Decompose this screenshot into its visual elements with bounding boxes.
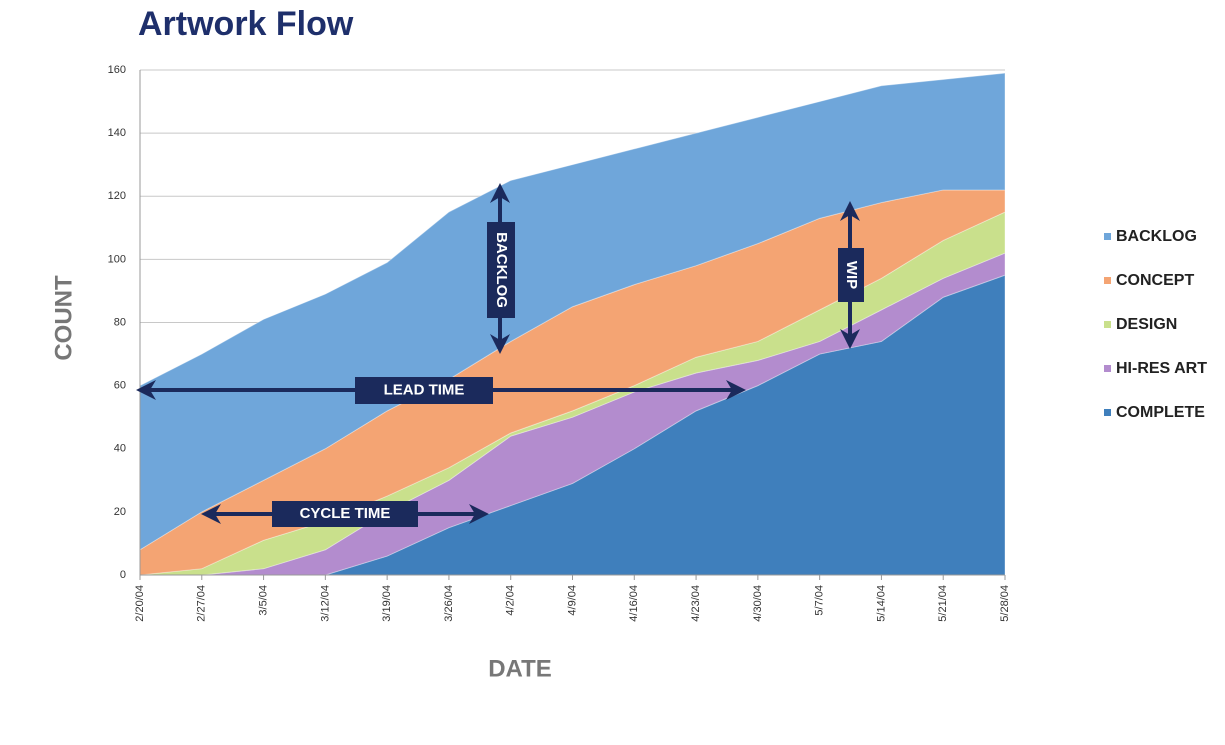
x-tick-label: 3/26/04 [443,585,455,622]
x-tick-label: 2/20/04 [134,585,146,622]
x-tick-label: 4/2/04 [505,585,517,616]
y-tick-label: 140 [108,127,126,139]
x-tick-label: 5/28/04 [999,585,1011,622]
annotation-box [355,377,493,404]
y-tick-label: 160 [108,64,126,76]
legend-label: DESIGN [1116,316,1177,333]
legend-swatch [1104,233,1111,240]
area [140,252,1006,576]
y-tick-label: 100 [108,253,126,265]
y-tick-label: 20 [114,506,126,518]
x-tick-label: 2/27/04 [196,585,208,622]
y-tick-label: 80 [114,316,126,328]
x-tick-label: 5/14/04 [875,585,887,622]
x-tick-label: 4/16/04 [628,585,640,622]
x-tick-label: 4/23/04 [690,585,702,622]
x-tick-label: 5/7/04 [814,585,826,616]
annotation-box [838,248,864,302]
x-tick-label: 3/19/04 [381,585,393,622]
y-tick-label: 40 [114,443,126,455]
area [139,211,1006,576]
legend-swatch [1104,277,1111,284]
annotation-box [272,501,418,527]
legend-swatch [1104,409,1111,416]
chart-title: Artwork Flow [138,5,354,43]
legend-swatch [1104,365,1111,372]
y-axis-label: COUNT [50,275,77,361]
x-tick-label: 5/21/04 [937,585,949,622]
legend-label: CONCEPT [1116,272,1194,289]
x-tick-label: 4/30/04 [752,585,764,622]
x-tick-label: 3/12/04 [319,585,331,622]
y-tick-label: 60 [114,380,126,392]
annotation-label: WIP [843,261,860,289]
x-axis-label: DATE [488,655,552,682]
y-tick-label: 120 [108,190,126,202]
annotation-label: CYCLE TIME [300,505,391,522]
area [139,72,1006,551]
annotation-label: BACKLOG [493,232,510,308]
annotation-label: LEAD TIME [384,381,465,398]
y-tick-label: 0 [120,569,126,581]
legend-label: COMPLETE [1116,404,1205,421]
x-tick-label: 4/9/04 [566,585,578,616]
legend-label: BACKLOG [1116,228,1197,245]
legend-label: HI-RES ART [1116,360,1207,377]
annotation-box [487,222,515,318]
legend-swatch [1104,321,1111,328]
x-tick-label: 3/5/04 [257,585,269,616]
